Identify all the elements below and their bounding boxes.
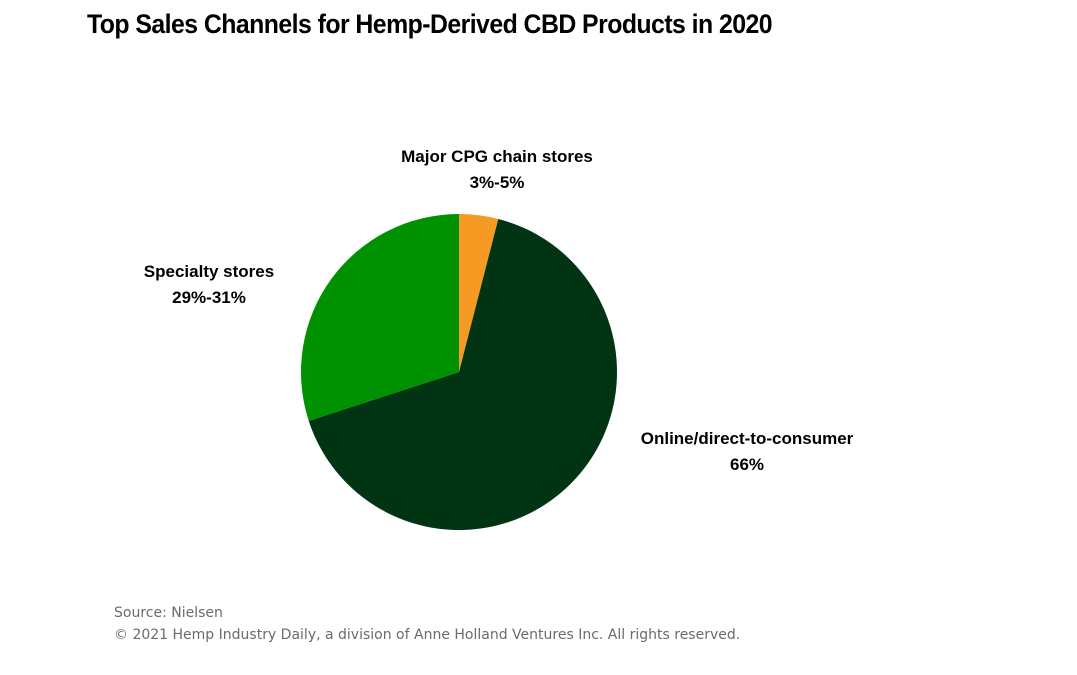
source-note: Source: Nielsen	[114, 605, 223, 621]
slice-label-name: Online/direct-to-consumer	[641, 429, 854, 448]
slice-label-specialty: Specialty stores 29%-31%	[144, 262, 274, 307]
pie-slice-specialty-stores	[301, 214, 459, 421]
chart-title: Top Sales Channels for Hemp-Derived CBD …	[87, 9, 773, 39]
copyright-note: © 2021 Hemp Industry Daily, a division o…	[114, 627, 741, 643]
slice-label-online: Online/direct-to-consumer 66%	[641, 429, 854, 474]
slice-label-name: Major CPG chain stores	[401, 147, 593, 166]
pie-slice-cpg-chain-stores	[459, 214, 499, 372]
slice-label-value: 3%-5%	[470, 173, 525, 192]
pie-slices	[301, 214, 617, 530]
slice-label-value: 29%-31%	[172, 288, 246, 307]
slice-label-name: Specialty stores	[144, 262, 274, 281]
slice-label-cpg: Major CPG chain stores 3%-5%	[401, 147, 593, 192]
pie-slice-online-direct	[308, 218, 617, 530]
footer: Source: Nielsen © 2021 Hemp Industry Dai…	[114, 602, 740, 646]
slice-label-value: 66%	[730, 455, 764, 474]
